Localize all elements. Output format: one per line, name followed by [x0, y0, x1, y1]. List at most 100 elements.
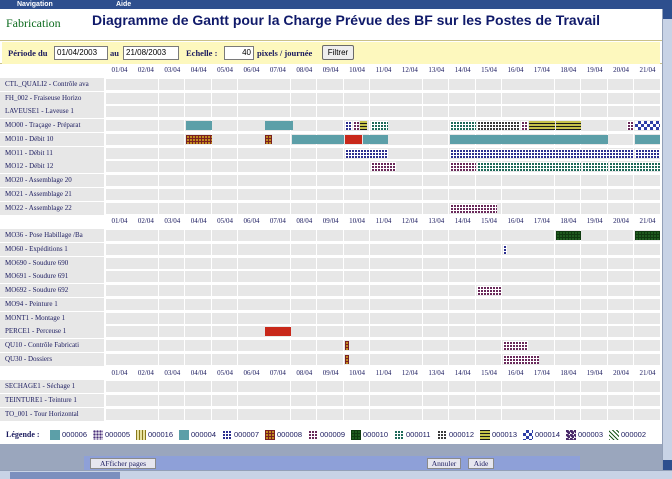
day-cell[interactable] — [106, 78, 132, 90]
day-cell[interactable] — [290, 381, 317, 393]
day-cell[interactable] — [607, 243, 634, 255]
day-cell[interactable] — [264, 408, 290, 420]
day-cell[interactable] — [132, 408, 158, 420]
day-cell[interactable] — [396, 147, 422, 159]
day-cell[interactable] — [396, 353, 422, 365]
horizontal-scroll-thumb[interactable] — [10, 472, 120, 479]
day-cell[interactable] — [238, 161, 264, 173]
day-cell[interactable] — [370, 395, 396, 406]
day-cell[interactable] — [634, 312, 660, 324]
day-cell[interactable] — [502, 408, 528, 420]
gantt-bar[interactable] — [344, 148, 389, 158]
day-cell[interactable] — [343, 340, 370, 351]
day-cell[interactable] — [343, 326, 370, 338]
day-cell[interactable] — [238, 285, 264, 296]
day-cell[interactable] — [106, 312, 132, 324]
menu-navigation[interactable]: Navigation — [17, 1, 53, 8]
gantt-bar[interactable] — [555, 231, 582, 240]
day-cell[interactable] — [185, 188, 211, 200]
day-cell[interactable] — [607, 408, 634, 420]
day-cell[interactable] — [343, 381, 370, 393]
day-cell[interactable] — [396, 271, 422, 283]
day-cell[interactable] — [607, 285, 634, 296]
day-cell[interactable] — [449, 326, 475, 338]
day-cell[interactable] — [422, 312, 449, 324]
day-cell[interactable] — [238, 353, 264, 365]
day-cell[interactable] — [607, 381, 634, 393]
day-cell[interactable] — [317, 78, 343, 90]
day-cell[interactable] — [502, 188, 528, 200]
day-cell[interactable] — [185, 202, 211, 214]
day-cell[interactable] — [290, 78, 317, 90]
day-cell[interactable] — [422, 271, 449, 283]
gantt-bar[interactable] — [360, 121, 368, 130]
day-cell[interactable] — [634, 243, 660, 255]
day-cell[interactable] — [211, 175, 238, 186]
day-cell[interactable] — [317, 395, 343, 406]
day-cell[interactable] — [554, 408, 581, 420]
gantt-bar[interactable] — [529, 121, 555, 130]
day-cell[interactable] — [211, 298, 238, 310]
day-cell[interactable] — [158, 298, 185, 310]
day-cell[interactable] — [634, 202, 660, 214]
day-cell[interactable] — [264, 257, 290, 269]
day-cell[interactable] — [158, 133, 185, 145]
day-cell[interactable] — [475, 395, 502, 406]
day-cell[interactable] — [528, 257, 554, 269]
day-cell[interactable] — [264, 175, 290, 186]
gantt-bar[interactable] — [344, 354, 349, 364]
day-cell[interactable] — [396, 395, 422, 406]
day-cell[interactable] — [106, 230, 132, 241]
day-cell[interactable] — [528, 243, 554, 255]
day-cell[interactable] — [290, 408, 317, 420]
day-cell[interactable] — [106, 326, 132, 338]
day-cell[interactable] — [238, 147, 264, 159]
day-cell[interactable] — [370, 257, 396, 269]
cancel-button[interactable]: Annuler — [427, 458, 461, 469]
day-cell[interactable] — [158, 271, 185, 283]
day-cell[interactable] — [343, 202, 370, 214]
day-cell[interactable] — [211, 78, 238, 90]
day-cell[interactable] — [634, 395, 660, 406]
day-cell[interactable] — [554, 202, 581, 214]
day-cell[interactable] — [185, 312, 211, 324]
day-cell[interactable] — [343, 78, 370, 90]
day-cell[interactable] — [132, 106, 158, 118]
day-cell[interactable] — [422, 298, 449, 310]
day-cell[interactable] — [158, 106, 185, 118]
day-cell[interactable] — [290, 188, 317, 200]
day-cell[interactable] — [211, 161, 238, 173]
day-cell[interactable] — [211, 408, 238, 420]
day-cell[interactable] — [581, 271, 607, 283]
day-cell[interactable] — [581, 106, 607, 118]
day-cell[interactable] — [422, 133, 449, 145]
day-cell[interactable] — [211, 120, 238, 131]
day-cell[interactable] — [290, 312, 317, 324]
day-cell[interactable] — [106, 271, 132, 283]
gantt-bar[interactable] — [352, 121, 360, 130]
day-cell[interactable] — [132, 285, 158, 296]
day-cell[interactable] — [106, 92, 132, 104]
day-cell[interactable] — [238, 106, 264, 118]
day-cell[interactable] — [634, 271, 660, 283]
day-cell[interactable] — [238, 257, 264, 269]
day-cell[interactable] — [343, 395, 370, 406]
day-cell[interactable] — [581, 326, 607, 338]
day-cell[interactable] — [607, 106, 634, 118]
day-cell[interactable] — [422, 188, 449, 200]
day-cell[interactable] — [422, 175, 449, 186]
day-cell[interactable] — [528, 271, 554, 283]
day-cell[interactable] — [528, 381, 554, 393]
day-cell[interactable] — [634, 92, 660, 104]
gantt-bar[interactable] — [476, 162, 582, 172]
day-cell[interactable] — [238, 230, 264, 241]
gantt-bar[interactable] — [371, 162, 397, 172]
horizontal-scrollbar[interactable] — [0, 470, 672, 479]
day-cell[interactable] — [554, 106, 581, 118]
day-cell[interactable] — [449, 353, 475, 365]
day-cell[interactable] — [475, 188, 502, 200]
day-cell[interactable] — [132, 271, 158, 283]
day-cell[interactable] — [211, 312, 238, 324]
day-cell[interactable] — [290, 147, 317, 159]
day-cell[interactable] — [132, 175, 158, 186]
